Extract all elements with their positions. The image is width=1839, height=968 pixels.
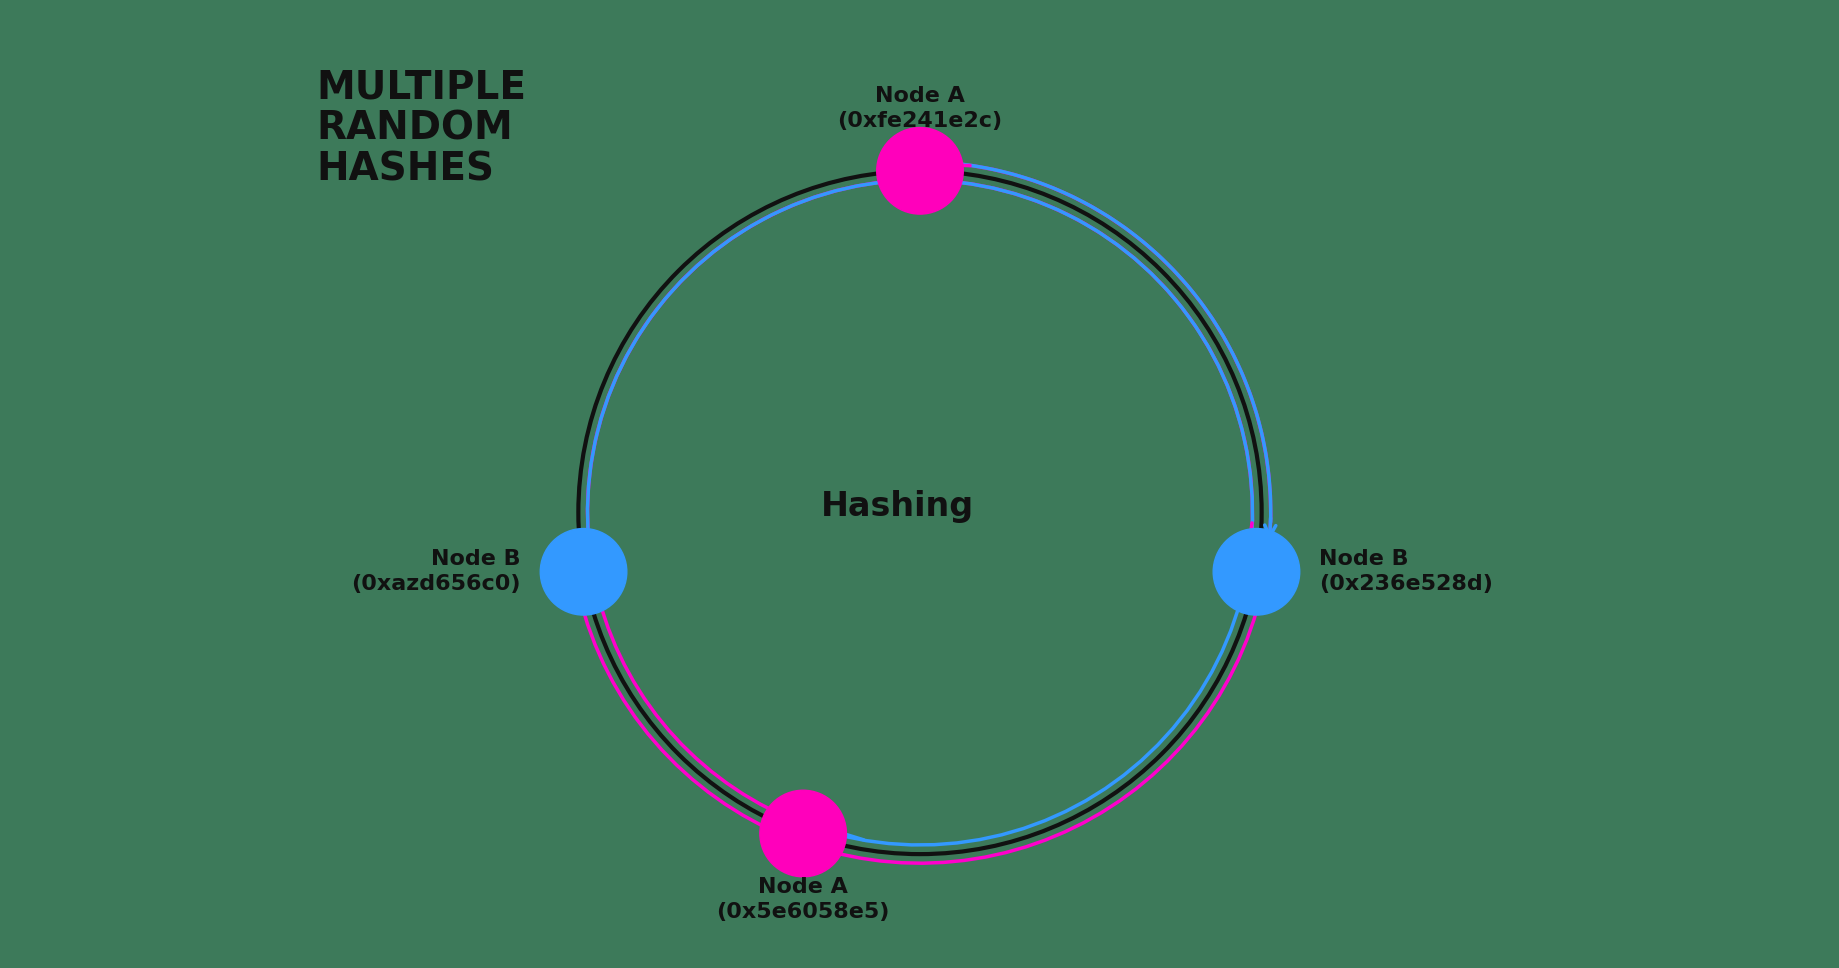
Text: Node A
(0xfe241e2c): Node A (0xfe241e2c) bbox=[837, 86, 1002, 131]
Text: Node B
(0xazd656c0): Node B (0xazd656c0) bbox=[351, 550, 520, 594]
Circle shape bbox=[760, 790, 846, 877]
Circle shape bbox=[1212, 529, 1298, 615]
Text: Hashing: Hashing bbox=[820, 490, 973, 524]
Text: Node B
(0x236e528d): Node B (0x236e528d) bbox=[1319, 550, 1491, 594]
Text: Node A
(0x5e6058e5): Node A (0x5e6058e5) bbox=[715, 877, 890, 922]
Circle shape bbox=[541, 529, 627, 615]
Circle shape bbox=[875, 128, 964, 214]
Text: MULTIPLE
RANDOM
HASHES: MULTIPLE RANDOM HASHES bbox=[316, 69, 526, 189]
